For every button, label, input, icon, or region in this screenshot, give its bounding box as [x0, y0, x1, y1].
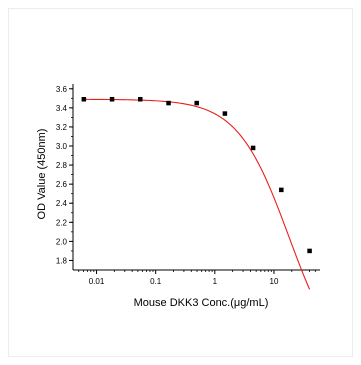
y-tick-label: 2.6 — [56, 180, 68, 189]
x-tick-label: 10 — [270, 277, 279, 286]
data-point — [166, 100, 171, 106]
data-point — [307, 248, 312, 254]
y-tick-label: 3.2 — [56, 123, 68, 132]
fit-curve — [83, 98, 311, 290]
y-tick-label: 2.8 — [56, 161, 68, 170]
chart-frame — [8, 8, 353, 357]
y-axis-label: OD Value (450nm) — [36, 129, 48, 220]
axes: 1.8 2.0 2.2 2.4 2.6 2.8 3.0 3.2 3.4 3.6 0.01 0.1 1 10 — [56, 84, 320, 286]
y-tick-label: 3.6 — [56, 85, 68, 94]
y-tick-label: 3.4 — [56, 104, 68, 113]
y-tick-label: 2.4 — [56, 199, 68, 208]
data-point — [81, 97, 87, 102]
data-point — [250, 145, 256, 151]
x-tick-label: 1 — [213, 277, 218, 286]
fit-curve-group — [83, 98, 311, 290]
y-tick-label: 1.8 — [56, 256, 68, 265]
x-tick-label: 0.1 — [150, 277, 162, 286]
y-tick-label: 2.0 — [56, 237, 68, 246]
y-tick-label: 3.0 — [56, 142, 68, 151]
x-tick-label: 0.01 — [89, 277, 105, 286]
data-point — [194, 100, 199, 106]
data-point — [138, 97, 143, 102]
data-points — [81, 97, 312, 254]
data-point — [222, 111, 228, 116]
data-point — [109, 97, 115, 102]
y-tick-label: 2.2 — [56, 218, 68, 227]
data-point — [279, 187, 284, 193]
x-axis-label: Mouse DKK3 Conc.(μg/mL) — [134, 297, 269, 309]
